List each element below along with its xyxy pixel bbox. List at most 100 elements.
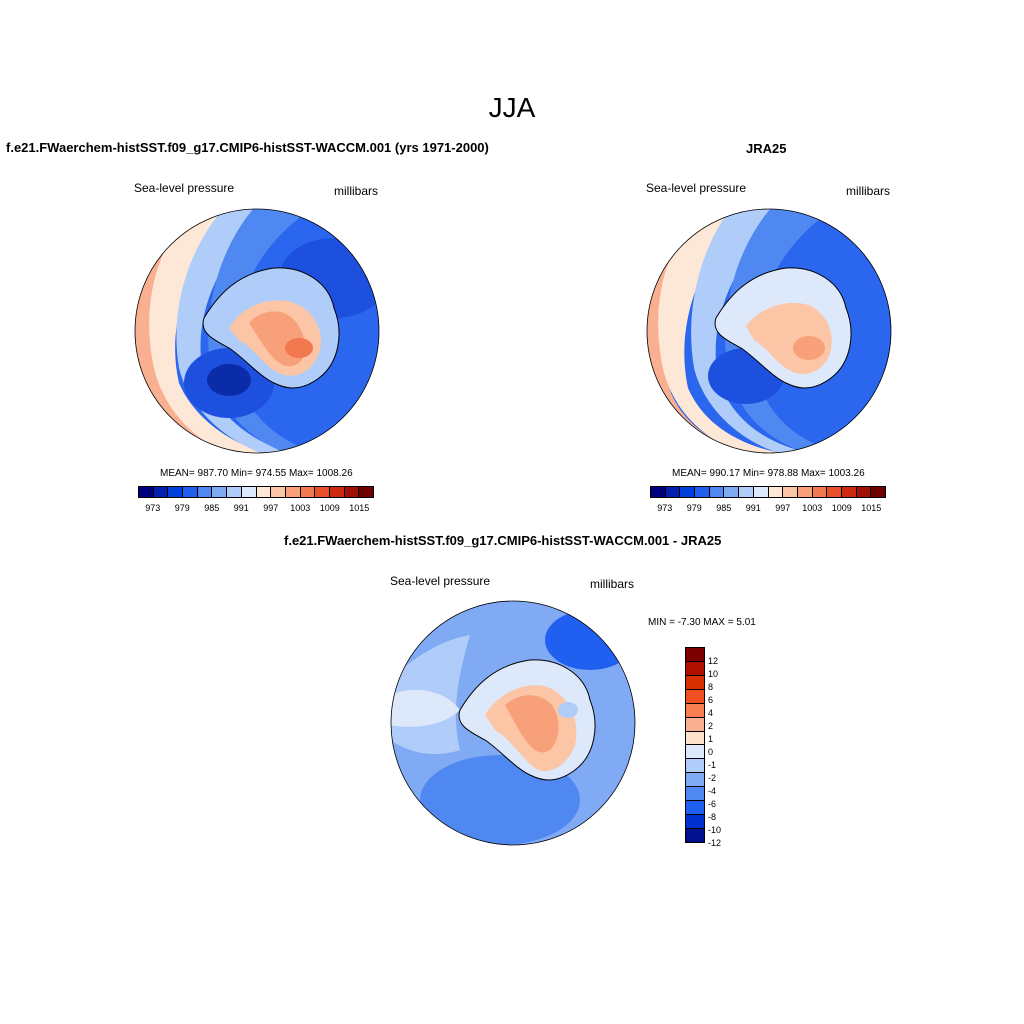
diff-colorbar-swatch [686,689,704,704]
model-colorbar-tick-label: 997 [263,503,279,513]
diff-colorbar-tick-label: 12 [708,655,719,666]
diff-colorbar-swatch [686,759,704,774]
diff-colorbar-tick-label: -1 [708,760,717,771]
obs-colorbar [650,486,886,498]
model-colorbar-tick-label: 1003 [290,503,311,513]
model-colorbar-swatch [271,487,286,497]
model-colorbar-tick-label: 985 [204,503,220,513]
model-variable-label: Sea-level pressure [134,181,235,195]
obs-colorbar-swatch [841,487,857,497]
diff-colorbar-swatch [686,648,704,662]
obs-colorbar-swatch [797,487,813,497]
obs-colorbar-tick-label: 1009 [831,503,852,513]
diff-colorbar-tick-label: 8 [708,681,714,692]
model-colorbar-swatch [315,487,330,497]
model-units-label: millibars [334,184,379,198]
model-map-deep-low [207,364,251,396]
obs-colorbar-tick-label: 991 [745,503,761,513]
diff-colorbar-tick-label: 4 [708,707,714,718]
diff-colorbar-tick-label: -8 [708,812,717,823]
diff-colorbar-swatch [686,801,704,816]
model-colorbar-swatch [285,487,301,497]
diff-colorbar-tick-label: 2 [708,720,714,731]
obs-colorbar-tick-label: 979 [686,503,702,513]
diff-colorbar-tick-label: 6 [708,694,714,705]
obs-colorbar-swatch [665,487,681,497]
model-map-high-center [285,338,313,358]
obs-colorbar-swatch [827,487,842,497]
obs-colorbar-swatch [768,487,784,497]
model-colorbar-tick-label: 1015 [349,503,370,513]
model-colorbar-tick-label: 979 [174,503,190,513]
diff-colorbar-tick-label: -12 [708,838,722,849]
diff-colorbar-tick-label: 0 [708,747,714,757]
model-colorbar-tick-label: 1009 [319,503,340,513]
model-colorbar [138,486,374,498]
obs-variable-label: Sea-level pressure [646,181,747,195]
obs-polar-map [646,208,892,454]
model-colorbar-ticks: 973 979 985 991 997 1003 1009 1015 [138,503,374,515]
obs-colorbar-swatch [709,487,725,497]
obs-colorbar-swatch [871,487,885,497]
page-title: JJA [488,92,536,123]
diff-colorbar-ticks: 12 10 8 6 4 2 1 0 -1 -2 -4 -6 -8 -10 -12 [708,647,738,849]
model-colorbar-swatch [241,487,257,497]
diff-colorbar-swatch [686,661,704,676]
model-colorbar-swatch [256,487,272,497]
obs-colorbar-tick-label: 985 [716,503,732,513]
diff-variable-label: Sea-level pressure [390,574,491,588]
obs-colorbar-swatch [651,487,666,497]
model-colorbar-swatch [153,487,169,497]
diff-stats: MIN = -7.30 MAX = 5.01 [648,617,756,628]
diff-colorbar-swatch [686,815,704,829]
diff-colorbar-swatch [686,675,704,690]
diff-map-neg-ne [545,610,635,670]
obs-colorbar-swatch [724,487,740,497]
obs-map-warm-band [658,209,786,453]
diff-panel-title: f.e21.FWaerchem-histSST.f09_g17.CMIP6-hi… [284,533,722,548]
obs-colorbar-tick-label: 1015 [861,503,882,513]
diff-colorbar-swatch [686,773,704,788]
diff-colorbar-swatch [686,828,704,842]
obs-stats: MEAN= 990.17 Min= 978.88 Max= 1003.26 [672,468,865,479]
diff-colorbar-swatch [686,731,704,746]
obs-colorbar-swatch [856,487,872,497]
diff-map-neutral-strip [391,690,460,727]
model-polar-map [134,208,380,454]
model-colorbar-swatch [139,487,154,497]
model-colorbar-swatch [212,487,228,497]
diff-map-pos-core [505,695,559,753]
obs-colorbar-swatch [680,487,696,497]
model-colorbar-swatch [344,487,360,497]
obs-colorbar-swatch [812,487,828,497]
model-colorbar-swatch [227,487,242,497]
model-stats: MEAN= 987.70 Min= 974.55 Max= 1008.26 [160,468,353,479]
diff-colorbar-swatch [686,703,704,718]
diff-colorbar-tick-label: -6 [708,799,717,810]
model-panel-title: f.e21.FWaerchem-histSST.f09_g17.CMIP6-hi… [6,140,489,155]
diff-colorbar-tick-label: 10 [708,668,719,679]
obs-colorbar-ticks: 973 979 985 991 997 1003 1009 1015 [650,503,886,515]
model-colorbar-swatch [168,487,184,497]
diff-units-label: millibars [590,577,635,591]
diff-colorbar-tick-label: -10 [708,825,722,836]
obs-colorbar-tick-label: 997 [775,503,791,513]
diff-colorbar-tick-label: 1 [708,733,714,744]
model-map-warm-band [149,209,269,453]
model-colorbar-swatch [183,487,198,497]
obs-colorbar-swatch [739,487,754,497]
diff-colorbar [685,647,705,843]
diff-colorbar-tick-label: -2 [708,773,717,784]
model-colorbar-swatch [300,487,316,497]
obs-colorbar-swatch [783,487,798,497]
obs-colorbar-swatch [753,487,769,497]
diff-polar-map [390,600,636,846]
diff-colorbar-swatch [686,717,704,732]
diff-colorbar-swatch [686,745,704,760]
diff-colorbar-tick-label: -4 [708,786,717,797]
model-colorbar-swatch [329,487,345,497]
diff-colorbar-swatch [686,787,704,802]
obs-colorbar-tick-label: 1003 [802,503,823,513]
obs-colorbar-swatch [695,487,710,497]
obs-units-label: millibars [846,184,891,198]
